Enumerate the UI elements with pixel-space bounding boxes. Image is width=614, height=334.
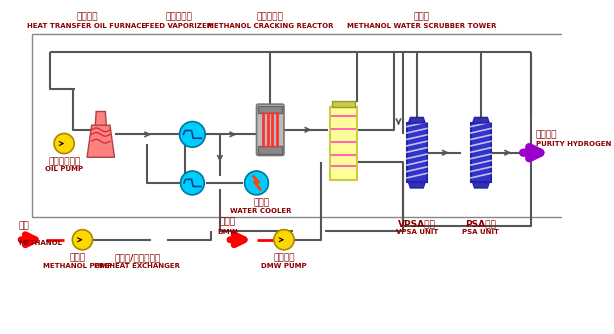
- Polygon shape: [408, 118, 425, 123]
- Bar: [258, 146, 282, 154]
- Polygon shape: [95, 112, 106, 125]
- FancyBboxPatch shape: [257, 104, 284, 155]
- Bar: [258, 106, 282, 113]
- Text: 高纯氢气: 高纯氢气: [536, 130, 558, 139]
- Text: 脱盐水: 脱盐水: [219, 217, 235, 226]
- Bar: [332, 102, 356, 107]
- Circle shape: [179, 122, 205, 147]
- Text: 甲醇: 甲醇: [18, 221, 29, 230]
- Text: PURITY HYDROGEN: PURITY HYDROGEN: [536, 141, 612, 147]
- Text: HEAT TRANSFER OIL FURNACE: HEAT TRANSFER OIL FURNACE: [28, 23, 147, 29]
- Bar: [406, 123, 427, 182]
- Circle shape: [244, 171, 268, 195]
- Text: METHANOL CRACKING REACTOR: METHANOL CRACKING REACTOR: [207, 23, 333, 29]
- Text: PSA UNIT: PSA UNIT: [462, 229, 499, 235]
- Text: 导热油循环泵: 导热油循环泵: [48, 157, 80, 166]
- Text: 反应气/原料换热器: 反应气/原料换热器: [114, 254, 160, 263]
- Text: DMW PUMP: DMW PUMP: [261, 263, 307, 269]
- Text: METHANOL: METHANOL: [18, 240, 63, 246]
- Text: PREHEAT EXCHANGER: PREHEAT EXCHANGER: [95, 263, 181, 269]
- Text: METHANOL WATER SCRUBBER TOWER: METHANOL WATER SCRUBBER TOWER: [347, 23, 496, 29]
- Text: FEED VAPORIZER: FEED VAPORIZER: [145, 23, 212, 29]
- Bar: [32, 34, 577, 217]
- Text: OIL PUMP: OIL PUMP: [45, 166, 83, 172]
- Circle shape: [181, 171, 204, 195]
- Text: VPSA UNIT: VPSA UNIT: [395, 229, 438, 235]
- Circle shape: [274, 230, 294, 250]
- Text: 水洗塔: 水洗塔: [413, 13, 429, 22]
- Circle shape: [54, 134, 74, 154]
- Bar: [330, 107, 357, 180]
- Text: WATER COOLER: WATER COOLER: [230, 208, 292, 214]
- Text: 原料汽化器: 原料汽化器: [165, 13, 192, 22]
- Text: 导热油炉: 导热油炉: [76, 13, 98, 22]
- Text: 水冷器: 水冷器: [253, 198, 269, 207]
- Polygon shape: [473, 182, 489, 188]
- Polygon shape: [408, 182, 425, 188]
- Polygon shape: [87, 125, 115, 157]
- Polygon shape: [473, 118, 489, 123]
- Text: METHANOL PUMP: METHANOL PUMP: [43, 263, 112, 269]
- Text: 脱盐水泵: 脱盐水泵: [273, 254, 295, 263]
- Text: VPSA脱碳: VPSA脱碳: [398, 219, 436, 228]
- Text: DMW: DMW: [217, 229, 238, 235]
- Bar: [471, 123, 491, 182]
- Text: 甲醇泵: 甲醇泵: [70, 254, 86, 263]
- Text: 裂解反应器: 裂解反应器: [257, 13, 284, 22]
- Circle shape: [72, 230, 93, 250]
- Text: PSA提氢: PSA提氢: [465, 219, 496, 228]
